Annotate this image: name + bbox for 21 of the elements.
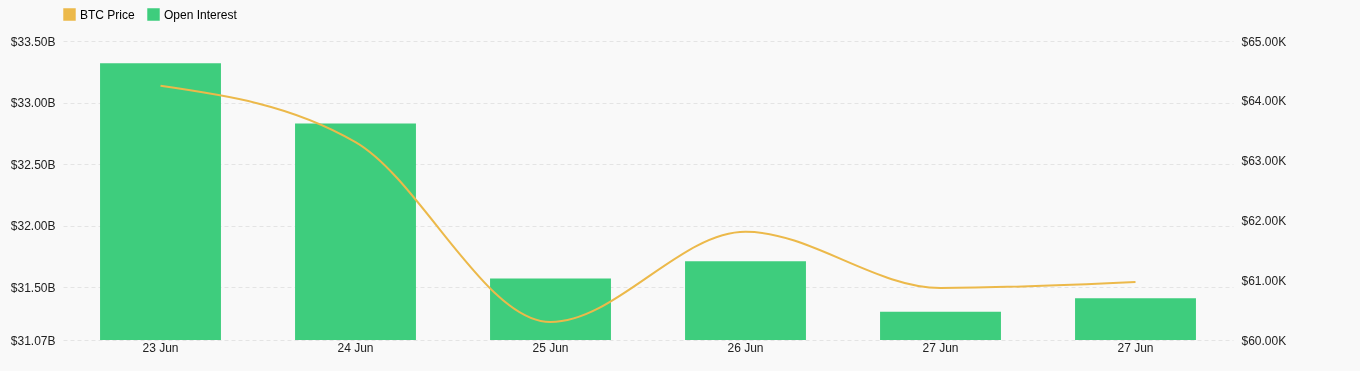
y2-tick-label: $65.00K [1241, 34, 1287, 49]
x-tick-label: 27 Jun [922, 340, 959, 355]
legend-label: Open Interest [164, 7, 238, 22]
x-tick-label: 26 Jun [727, 340, 764, 355]
x-tick-label: 27 Jun [1117, 340, 1154, 355]
y-tick-label: $32.50B [10, 157, 56, 172]
legend-label: BTC Price [80, 7, 135, 22]
y-tick-label: $32.00B [10, 219, 56, 234]
y2-tick-label: $60.00K [1241, 333, 1287, 348]
y2-tick-label: $62.00K [1241, 213, 1287, 228]
y-tick-label: $31.50B [10, 280, 56, 295]
y2-tick-label: $64.00K [1241, 94, 1287, 109]
line-series [159, 84, 1137, 324]
y2-tick-label: $63.00K [1241, 154, 1287, 169]
x-tick-label: 25 Jun [532, 340, 569, 355]
x-tick-label: 24 Jun [337, 340, 374, 355]
y-tick-label: $31.07B [10, 333, 56, 348]
y2-tick-label: $61.00K [1241, 273, 1287, 288]
y-tick-label: $33.50B [10, 34, 56, 49]
x-tick-label: 23 Jun [142, 340, 179, 355]
y-tick-label: $33.00B [10, 96, 56, 111]
